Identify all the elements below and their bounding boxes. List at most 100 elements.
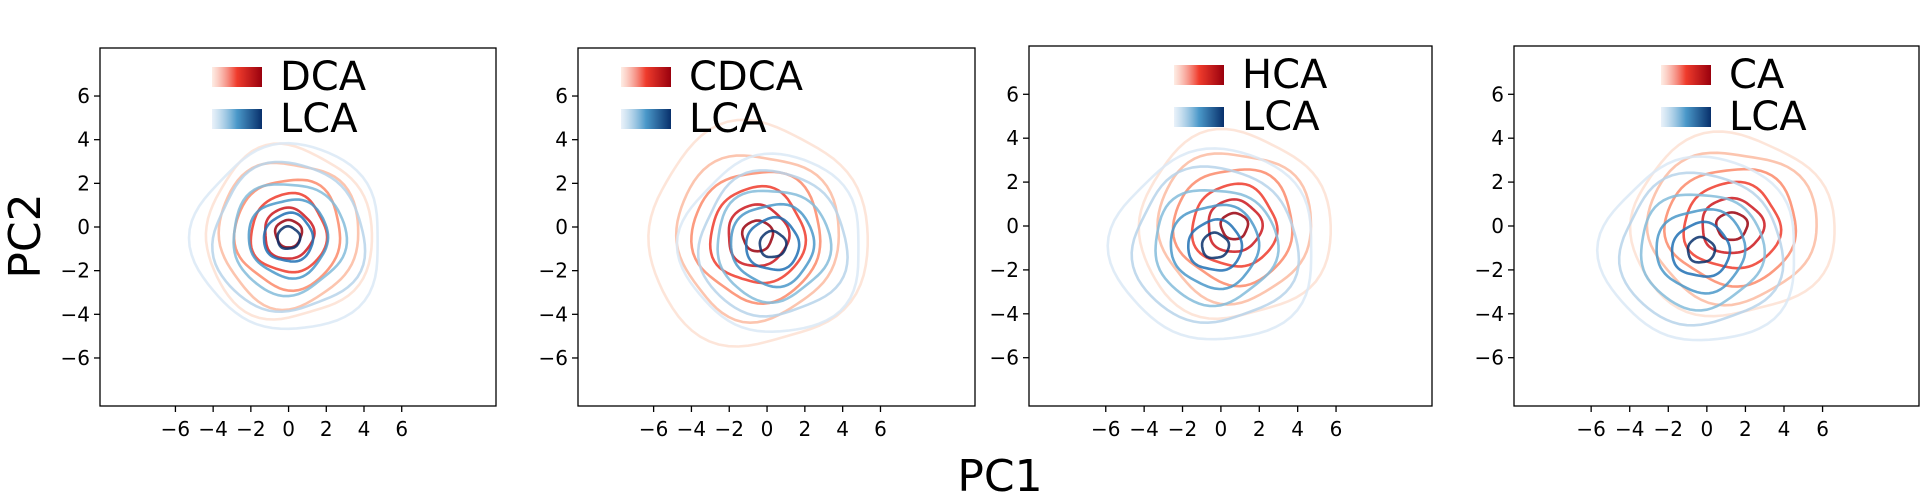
y-tick-label: 6	[555, 84, 568, 108]
y-tick-label: −6	[61, 346, 90, 370]
x-tick-label: 6	[1330, 417, 1343, 441]
legend-swatch-lca	[621, 109, 671, 129]
legend-swatch-dca	[212, 67, 262, 87]
x-tick-label: 2	[320, 417, 333, 441]
y-tick-label: −4	[1475, 302, 1504, 326]
contour-line	[696, 169, 849, 318]
contour-line	[729, 202, 816, 289]
y-tick-label: 0	[555, 215, 568, 239]
y-tick-label: −6	[539, 346, 568, 370]
legend-swatch-ca	[1661, 65, 1711, 85]
y-tick-label: 2	[555, 171, 568, 195]
contour-line	[187, 141, 379, 331]
y-tick-label: 6	[1006, 82, 1019, 106]
legend-label-lca: LCA	[1729, 94, 1807, 140]
y-tick-label: 6	[1491, 82, 1504, 106]
contour-line	[647, 118, 869, 348]
x-tick-label: −6	[639, 417, 668, 441]
contour-line	[1130, 165, 1301, 325]
contour-line	[727, 203, 791, 268]
contour-line	[1595, 155, 1796, 342]
x-tick-label: −4	[677, 417, 706, 441]
x-tick-label: −6	[1576, 417, 1605, 441]
y-tick-label: 0	[77, 215, 90, 239]
contour-line	[1169, 203, 1261, 291]
x-tick-label: 4	[1291, 417, 1304, 441]
x-tick-label: 2	[1253, 417, 1266, 441]
legend-swatch-hca	[1174, 65, 1224, 85]
contour-line	[675, 152, 860, 334]
contour-series-lca	[1106, 147, 1313, 341]
contour-line	[744, 215, 801, 272]
y-tick-label: 2	[1006, 170, 1019, 194]
x-tick-label: −2	[1654, 417, 1683, 441]
contour-line	[276, 225, 302, 250]
contour-line	[1655, 207, 1747, 295]
contour-line	[1701, 196, 1766, 255]
contour-line	[1187, 217, 1244, 272]
contour-line	[758, 229, 788, 259]
legend-swatch-lca	[212, 109, 262, 129]
contour-line	[716, 189, 833, 305]
contour-line	[740, 219, 775, 253]
legend-swatch-lca	[1174, 107, 1224, 127]
x-tick-label: −4	[1129, 417, 1158, 441]
x-tick-label: −2	[236, 417, 265, 441]
plot-frame	[577, 47, 976, 407]
contour-line	[249, 191, 329, 274]
x-tick-label: 6	[1816, 417, 1829, 441]
contour-line	[1154, 188, 1280, 308]
x-tick-label: 6	[395, 417, 408, 441]
contour-line	[1200, 231, 1231, 260]
legend-label-lca: LCA	[1242, 94, 1320, 140]
y-tick-label: −2	[990, 258, 1019, 282]
y-tick-label: 2	[77, 171, 90, 195]
y-tick-label: −4	[61, 302, 90, 326]
x-tick-label: 0	[282, 417, 295, 441]
contour-series-lca	[675, 152, 860, 334]
contour-line	[204, 142, 374, 321]
x-tick-label: −6	[1091, 417, 1120, 441]
legend-label-lca: LCA	[280, 96, 358, 142]
legend-label-hca: HCA	[1242, 52, 1328, 98]
contour-line	[1682, 180, 1783, 270]
y-tick-label: 4	[77, 128, 90, 152]
x-tick-label: −2	[714, 417, 743, 441]
contour-line	[1207, 198, 1265, 254]
y-axis-title: PC2	[0, 193, 51, 278]
x-tick-label: 6	[874, 417, 887, 441]
legend-swatch-lca	[1661, 107, 1711, 127]
legend-label-ca: CA	[1729, 52, 1785, 98]
y-tick-label: −2	[1475, 258, 1504, 282]
x-tick-label: 4	[358, 417, 371, 441]
x-tick-label: 2	[1739, 417, 1752, 441]
y-tick-label: 4	[1491, 126, 1504, 150]
contour-line	[232, 183, 349, 298]
x-axis-title: PC1	[957, 451, 1042, 499]
y-tick-label: −2	[61, 259, 90, 283]
y-tick-label: 6	[77, 84, 90, 108]
contour-line	[210, 160, 367, 314]
contour-line	[1639, 193, 1766, 312]
x-tick-label: 0	[1700, 417, 1713, 441]
contour-line	[1670, 220, 1732, 278]
contour-line	[674, 154, 841, 325]
legend-label-lca: LCA	[689, 96, 767, 142]
y-tick-label: −4	[990, 302, 1019, 326]
x-tick-label: −6	[161, 417, 190, 441]
contour-line	[262, 211, 315, 263]
y-tick-label: 4	[1006, 126, 1019, 150]
plot-frame	[99, 47, 497, 407]
x-tick-label: 0	[1215, 417, 1228, 441]
x-tick-label: 4	[1778, 417, 1791, 441]
contour-line	[1686, 235, 1717, 264]
x-tick-label: −4	[198, 417, 227, 441]
y-tick-label: −6	[990, 346, 1019, 370]
y-tick-label: −2	[539, 259, 568, 283]
